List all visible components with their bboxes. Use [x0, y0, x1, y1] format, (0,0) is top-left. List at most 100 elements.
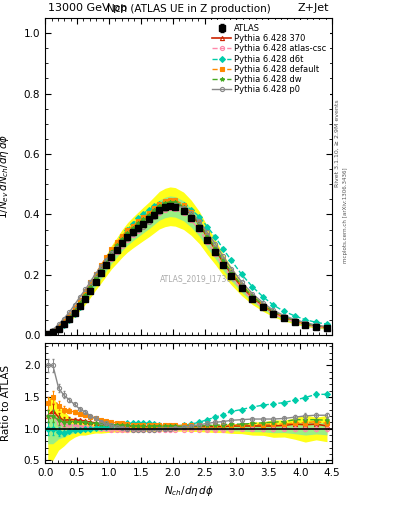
Pythia 6.428 dw: [205, 232, 209, 239]
Pythia 6.428 370: [136, 221, 141, 227]
Pythia 6.428 370: [93, 274, 98, 281]
Pythia 6.428 atlas-csc: [120, 243, 125, 249]
Pythia 6.428 p0: [93, 271, 98, 277]
Pythia 6.428 dw: [77, 300, 82, 306]
Pythia 6.428 atlas-csc: [271, 311, 276, 317]
Pythia 6.428 d6t: [173, 199, 178, 205]
Text: 13000 GeV pp: 13000 GeV pp: [48, 3, 127, 13]
Pythia 6.428 default: [303, 321, 308, 327]
Pythia 6.428 default: [61, 318, 66, 324]
Pythia 6.428 dw: [131, 225, 136, 231]
Pythia 6.428 d6t: [157, 201, 162, 207]
Pythia 6.428 default: [152, 205, 156, 211]
Pythia 6.428 dw: [72, 308, 77, 314]
Line: Pythia 6.428 370: Pythia 6.428 370: [46, 200, 329, 336]
Pythia 6.428 p0: [221, 253, 226, 260]
Pythia 6.428 p0: [120, 240, 125, 246]
Pythia 6.428 370: [282, 314, 286, 321]
Pythia 6.428 370: [229, 271, 234, 277]
Pythia 6.428 370: [250, 294, 255, 301]
Pythia 6.428 dw: [168, 199, 173, 205]
Pythia 6.428 default: [197, 219, 202, 225]
Pythia 6.428 p0: [141, 223, 146, 229]
Pythia 6.428 d6t: [147, 206, 151, 212]
Pythia 6.428 atlas-csc: [88, 287, 93, 293]
Pythia 6.428 atlas-csc: [314, 324, 318, 330]
Pythia 6.428 atlas-csc: [93, 279, 98, 285]
Pythia 6.428 atlas-csc: [136, 228, 141, 234]
Pythia 6.428 atlas-csc: [168, 205, 173, 211]
Pythia 6.428 p0: [205, 229, 209, 236]
Pythia 6.428 d6t: [221, 246, 226, 252]
Pythia 6.428 p0: [115, 245, 119, 251]
Pythia 6.428 dw: [189, 210, 193, 217]
Pythia 6.428 default: [131, 223, 136, 229]
Pythia 6.428 atlas-csc: [229, 274, 234, 280]
Pythia 6.428 p0: [325, 324, 329, 330]
Pythia 6.428 d6t: [99, 269, 104, 275]
Pythia 6.428 p0: [229, 266, 234, 272]
Pythia 6.428 d6t: [115, 242, 119, 248]
Pythia 6.428 default: [115, 239, 119, 245]
Pythia 6.428 dw: [109, 249, 114, 255]
Pythia 6.428 dw: [197, 220, 202, 226]
Pythia 6.428 atlas-csc: [56, 325, 61, 331]
Pythia 6.428 atlas-csc: [99, 270, 104, 276]
Pythia 6.428 d6t: [282, 308, 286, 314]
Pythia 6.428 dw: [147, 211, 151, 218]
Pythia 6.428 atlas-csc: [163, 206, 167, 212]
Pythia 6.428 d6t: [163, 199, 167, 205]
Pythia 6.428 p0: [67, 309, 72, 315]
Pythia 6.428 d6t: [229, 258, 234, 264]
Pythia 6.428 dw: [213, 245, 218, 251]
Pythia 6.428 dw: [173, 199, 178, 205]
Pythia 6.428 370: [67, 314, 72, 320]
Pythia 6.428 p0: [314, 322, 318, 328]
Line: Pythia 6.428 atlas-csc: Pythia 6.428 atlas-csc: [46, 206, 329, 336]
Pythia 6.428 370: [131, 226, 136, 232]
Pythia 6.428 default: [141, 214, 146, 220]
Pythia 6.428 p0: [147, 219, 151, 225]
Pythia 6.428 default: [56, 323, 61, 329]
Pythia 6.428 dw: [141, 216, 146, 222]
Pythia 6.428 d6t: [109, 251, 114, 257]
Pythia 6.428 p0: [163, 205, 167, 211]
Pythia 6.428 atlas-csc: [61, 321, 66, 327]
Pythia 6.428 atlas-csc: [83, 294, 88, 301]
Pythia 6.428 d6t: [131, 221, 136, 227]
Pythia 6.428 370: [77, 300, 82, 306]
Pythia 6.428 default: [314, 323, 318, 329]
Pythia 6.428 370: [163, 200, 167, 206]
Pythia 6.428 dw: [120, 236, 125, 242]
Pythia 6.428 d6t: [120, 234, 125, 240]
Pythia 6.428 atlas-csc: [147, 219, 151, 225]
Pythia 6.428 dw: [67, 314, 72, 321]
Pythia 6.428 370: [83, 291, 88, 297]
Pythia 6.428 default: [93, 271, 98, 277]
Pythia 6.428 dw: [250, 293, 255, 299]
Pythia 6.428 d6t: [314, 319, 318, 326]
Y-axis label: $1/N_{ev}\,dN_{ch}/d\eta\,d\phi$: $1/N_{ev}\,dN_{ch}/d\eta\,d\phi$: [0, 134, 11, 219]
Pythia 6.428 d6t: [141, 210, 146, 217]
Pythia 6.428 default: [99, 262, 104, 268]
Pythia 6.428 dw: [56, 325, 61, 331]
Pythia 6.428 d6t: [61, 322, 66, 328]
Pythia 6.428 p0: [157, 209, 162, 215]
Text: Z+Jet: Z+Jet: [298, 3, 329, 13]
Pythia 6.428 dw: [50, 329, 55, 335]
Pythia 6.428 atlas-csc: [282, 315, 286, 322]
Pythia 6.428 p0: [293, 316, 298, 323]
Pythia 6.428 d6t: [239, 271, 244, 278]
Pythia 6.428 default: [239, 283, 244, 289]
Pythia 6.428 370: [293, 318, 298, 324]
Pythia 6.428 370: [147, 212, 151, 219]
Pythia 6.428 370: [88, 283, 93, 289]
Pythia 6.428 p0: [213, 241, 218, 247]
Text: mcplots.cern.ch [arXiv:1306.3436]: mcplots.cern.ch [arXiv:1306.3436]: [343, 167, 347, 263]
Pythia 6.428 default: [77, 296, 82, 303]
Pythia 6.428 dw: [282, 313, 286, 319]
Pythia 6.428 370: [181, 204, 186, 210]
Pythia 6.428 default: [168, 197, 173, 203]
Pythia 6.428 default: [282, 314, 286, 321]
Pythia 6.428 d6t: [56, 326, 61, 332]
